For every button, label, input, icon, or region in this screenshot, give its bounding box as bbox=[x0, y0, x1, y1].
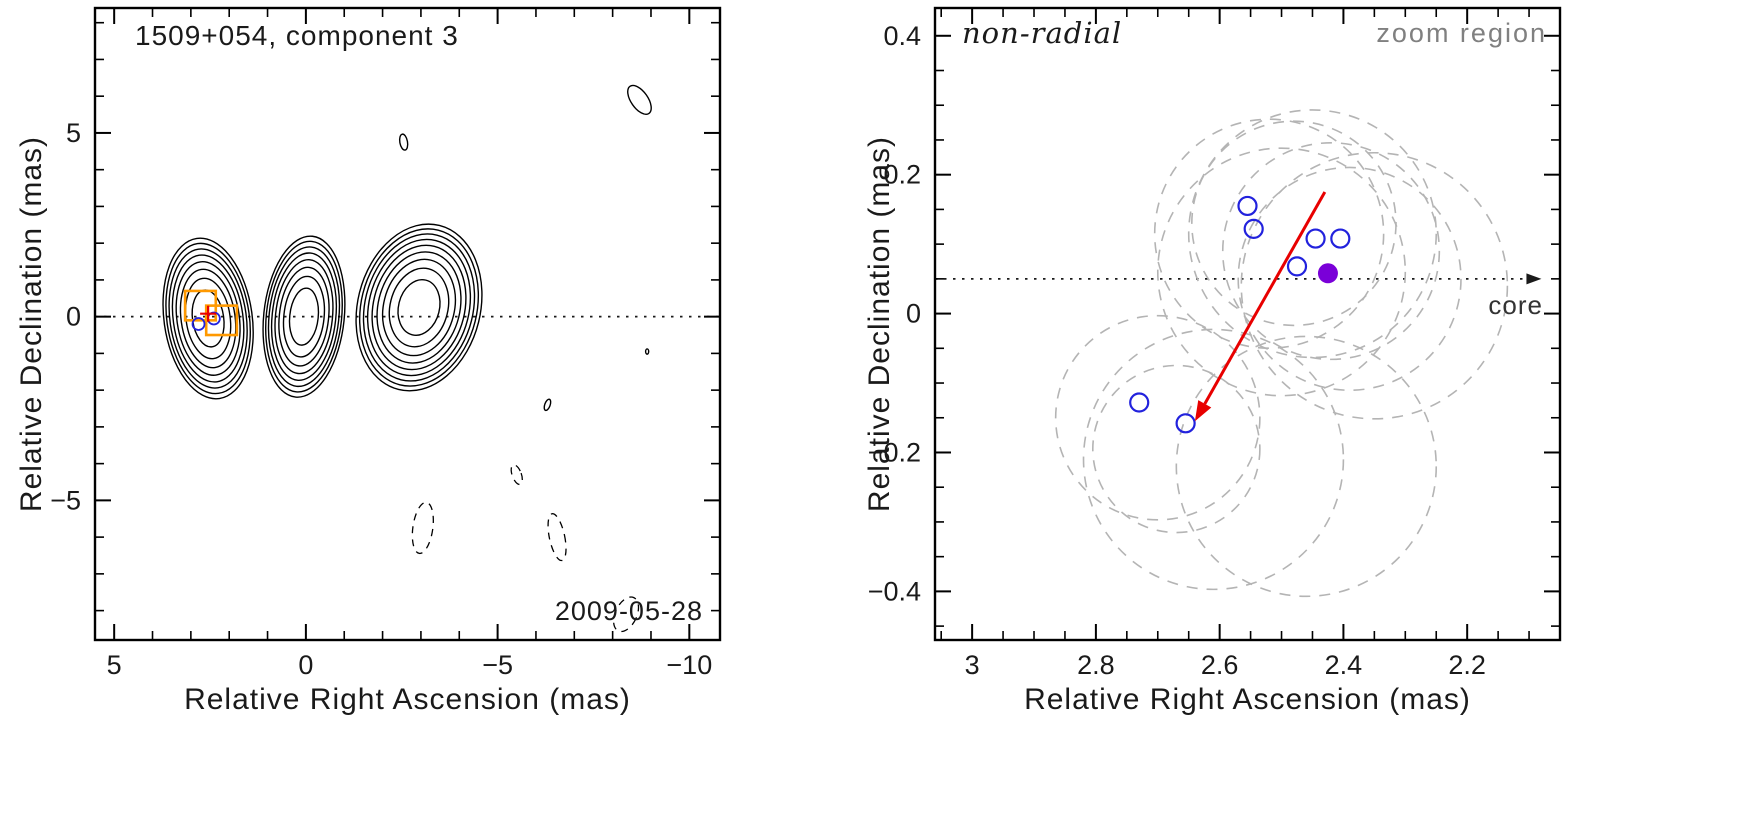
epoch-point bbox=[1237, 195, 1258, 217]
plot-content bbox=[935, 109, 1542, 598]
x-tick-label: −5 bbox=[482, 650, 513, 680]
epoch-point bbox=[1305, 228, 1326, 249]
component-size-circle bbox=[1237, 166, 1462, 392]
y-tick-label: −0.4 bbox=[868, 576, 921, 606]
negative-contour bbox=[510, 464, 524, 486]
contour-level bbox=[179, 268, 237, 369]
y-tick-label: 0.4 bbox=[883, 21, 921, 51]
contour-level bbox=[288, 287, 320, 346]
negative-contour bbox=[411, 501, 434, 555]
axes: 5 0 −5 −10 5 0 −5 bbox=[50, 6, 722, 680]
y-tick-label: 0 bbox=[906, 299, 921, 329]
zoom-region-panel: 3 2.8 2.6 2.4 2.2 0.4 0.2 0 −0.2 −0.4 non-radial … bbox=[860, 0, 1751, 809]
axes: 3 2.8 2.6 2.4 2.2 0.4 0.2 0 −0.2 −0.4 bbox=[868, 6, 1562, 680]
x-tick-label: 2.8 bbox=[1077, 650, 1115, 680]
x-tick-label: 2.2 bbox=[1448, 650, 1486, 680]
component-size-circle bbox=[1054, 314, 1261, 521]
component-position-marker bbox=[191, 317, 206, 331]
contour-map-plot: 5 0 −5 −10 5 0 −5 bbox=[50, 6, 722, 680]
contour-level bbox=[262, 235, 346, 398]
x-tick-label: 0 bbox=[298, 650, 313, 680]
contour-level bbox=[282, 275, 326, 358]
y-tick-label: 0 bbox=[66, 302, 81, 332]
negative-contour bbox=[547, 513, 567, 562]
x-tick-label: 3 bbox=[965, 650, 980, 680]
plot-frame bbox=[933, 6, 1562, 642]
x-tick-label: 2.6 bbox=[1201, 650, 1239, 680]
noise-contour bbox=[644, 348, 650, 355]
contour-level bbox=[165, 242, 251, 395]
contour-level bbox=[381, 258, 457, 357]
core-direction-arrowhead bbox=[1526, 273, 1542, 285]
y-tick-label: −0.2 bbox=[868, 437, 921, 467]
component-size-circle bbox=[1156, 147, 1407, 397]
contour-level bbox=[355, 223, 483, 392]
zoom-region-plot: 3 2.8 2.6 2.4 2.2 0.4 0.2 0 −0.2 −0.4 bbox=[868, 6, 1562, 680]
epoch-point bbox=[1286, 256, 1308, 277]
latest-epoch-point bbox=[1317, 263, 1338, 284]
contour-level bbox=[270, 252, 338, 381]
contour-level bbox=[362, 233, 476, 382]
epoch-point bbox=[1129, 392, 1150, 413]
epoch-point bbox=[1243, 218, 1264, 239]
plot-content bbox=[95, 84, 720, 633]
component-size-circle bbox=[1240, 151, 1509, 420]
noise-contour bbox=[543, 398, 552, 412]
x-tick-label: 2.4 bbox=[1325, 650, 1363, 680]
noise-contour bbox=[627, 84, 652, 115]
contour-level bbox=[162, 237, 254, 400]
contour-level bbox=[371, 244, 467, 371]
contour-level bbox=[168, 248, 248, 389]
component-size-circle bbox=[1175, 335, 1438, 598]
contour-level bbox=[388, 267, 450, 348]
epoch-point bbox=[1175, 413, 1196, 434]
negative-contour bbox=[612, 596, 640, 633]
contour-level bbox=[278, 266, 330, 367]
component-size-circle bbox=[1187, 109, 1438, 359]
epoch-point bbox=[1330, 228, 1351, 249]
plot-frame bbox=[93, 6, 722, 642]
x-tick-label: −10 bbox=[666, 650, 712, 680]
contour-level bbox=[267, 246, 341, 388]
y-tick-label: 5 bbox=[66, 118, 81, 148]
motion-arrow bbox=[1203, 191, 1327, 405]
contour-level bbox=[264, 240, 343, 393]
contour-level bbox=[274, 259, 334, 375]
contour-level bbox=[376, 251, 462, 364]
component-box-marker bbox=[204, 304, 239, 337]
component-size-circle bbox=[1091, 364, 1261, 534]
component-size-circle bbox=[1153, 118, 1385, 349]
y-tick-label: −5 bbox=[50, 485, 81, 515]
x-tick-label: 5 bbox=[107, 650, 122, 680]
contour-level bbox=[171, 254, 245, 383]
contour-level bbox=[175, 261, 241, 376]
y-tick-label: 0.2 bbox=[883, 160, 921, 190]
component-size-circle bbox=[1221, 141, 1441, 361]
component-size-circle bbox=[1082, 328, 1345, 591]
contour-level bbox=[397, 278, 441, 336]
contour-level bbox=[366, 238, 472, 377]
contour-map-panel: 5 0 −5 −10 5 0 −5 1509+054, component 3 2009-0… bbox=[0, 0, 860, 809]
contour-level bbox=[358, 228, 480, 387]
noise-contour bbox=[398, 133, 409, 151]
motion-arrow-head bbox=[1194, 400, 1212, 422]
